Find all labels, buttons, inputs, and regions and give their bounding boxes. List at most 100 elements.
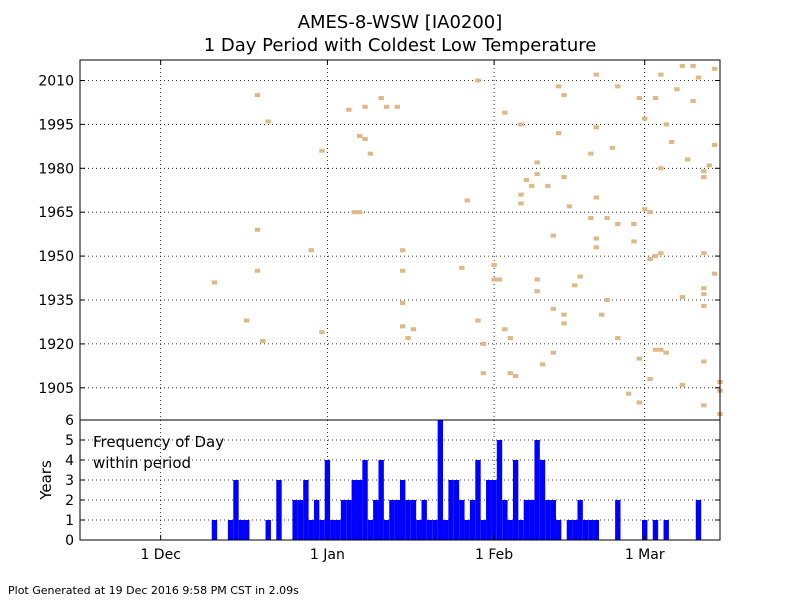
- frequency-bar: [480, 520, 487, 540]
- frequency-bar: [227, 520, 234, 540]
- year-mark: [701, 403, 707, 408]
- scatter-marks: [211, 63, 723, 417]
- year-mark: [550, 306, 556, 311]
- frequency-tick-label: 1: [65, 513, 74, 529]
- year-mark: [658, 166, 664, 171]
- year-mark: [351, 210, 357, 215]
- year-mark: [593, 245, 599, 250]
- year-tick-label: 1965: [38, 205, 74, 221]
- frequency-bar: [244, 520, 250, 540]
- frequency-bar: [292, 500, 298, 540]
- year-mark: [679, 63, 686, 68]
- year-mark: [502, 110, 508, 115]
- frequency-bar: [319, 520, 325, 540]
- year-mark: [400, 248, 406, 253]
- year-mark: [211, 280, 218, 285]
- year-mark: [658, 72, 664, 77]
- year-mark: [572, 283, 578, 288]
- year-mark: [502, 327, 508, 332]
- frequency-tick-label: 0: [65, 533, 74, 549]
- year-mark: [711, 271, 718, 276]
- year-mark: [695, 75, 702, 80]
- frequency-bar: [469, 500, 476, 540]
- frequency-bar: [340, 500, 347, 540]
- year-mark: [652, 96, 659, 101]
- year-mark: [711, 66, 718, 71]
- frequency-bar: [400, 480, 406, 540]
- year-mark: [631, 221, 637, 226]
- frequency-bar: [443, 520, 449, 540]
- frequency-bar: [512, 460, 519, 540]
- annotation-line: within period: [93, 454, 191, 472]
- year-mark: [534, 289, 540, 294]
- frequency-bar: [335, 520, 341, 540]
- frequency-tick-label: 5: [65, 433, 74, 449]
- frequency-bar: [238, 520, 245, 540]
- year-tick-label: 1935: [38, 293, 74, 309]
- frequency-bar: [410, 500, 417, 540]
- year-mark: [518, 192, 524, 197]
- year-mark: [491, 262, 497, 267]
- frequency-bar: [566, 520, 573, 540]
- frequency-bar: [652, 520, 659, 540]
- month-tick-label: 1 Dec: [140, 547, 180, 563]
- year-mark: [534, 172, 540, 177]
- year-mark: [507, 336, 513, 341]
- year-mark: [588, 151, 594, 156]
- y-axis-label: Years: [37, 460, 55, 501]
- frequency-bar: [346, 500, 352, 540]
- chart-title: AMES-8-WSW [IA0200]: [297, 12, 503, 33]
- year-mark: [685, 157, 691, 162]
- frequency-bar: [615, 500, 621, 540]
- year-mark: [405, 336, 411, 341]
- year-mark: [593, 195, 599, 200]
- year-mark: [690, 98, 696, 103]
- year-mark: [346, 107, 352, 112]
- frequency-bar: [577, 500, 583, 540]
- histogram-annotation: Frequency of Day within period: [93, 433, 224, 472]
- year-mark: [464, 198, 470, 203]
- year-mark: [550, 350, 556, 355]
- year-mark: [545, 183, 551, 188]
- year-mark: [711, 142, 718, 147]
- frequency-bar: [383, 520, 390, 540]
- frequency-bar: [416, 520, 422, 540]
- year-mark: [561, 321, 567, 326]
- year-mark: [400, 300, 406, 305]
- year-mark: [588, 216, 594, 221]
- frequency-bar: [324, 460, 331, 540]
- year-mark: [658, 251, 664, 256]
- frequency-bar: [642, 520, 648, 540]
- year-mark: [674, 87, 680, 92]
- year-mark: [319, 148, 325, 153]
- year-tick-label: 1995: [38, 117, 74, 133]
- frequency-bar: [437, 420, 444, 540]
- frequency-bar: [432, 520, 438, 540]
- frequency-bar: [593, 520, 599, 540]
- year-mark: [523, 178, 530, 182]
- year-mark: [598, 312, 605, 317]
- axes: 1905 1920 1935 1950 1965 1980 1995 2010 0 1 2 3 4 5 6 1…: [37, 59, 721, 563]
- frequency-bar: [373, 500, 379, 540]
- frequency-bar: [555, 520, 562, 540]
- scatter-frame: [79, 59, 721, 421]
- year-mark: [625, 391, 632, 396]
- year-mark: [577, 274, 583, 279]
- year-mark: [631, 239, 637, 244]
- year-mark: [566, 204, 573, 209]
- frequency-tick-label: 6: [65, 413, 74, 429]
- year-mark: [615, 336, 621, 341]
- frequency-bar: [211, 520, 218, 540]
- year-mark: [652, 254, 659, 259]
- frequency-bar: [313, 500, 320, 540]
- year-mark: [615, 221, 621, 226]
- year-mark: [254, 227, 261, 232]
- year-mark: [604, 298, 610, 302]
- year-mark: [604, 216, 610, 221]
- year-mark: [367, 151, 374, 156]
- frequency-bar: [545, 500, 551, 540]
- year-mark: [647, 377, 653, 382]
- frequency-bar: [303, 480, 309, 540]
- year-mark: [701, 359, 707, 364]
- frequency-bar: [378, 460, 384, 540]
